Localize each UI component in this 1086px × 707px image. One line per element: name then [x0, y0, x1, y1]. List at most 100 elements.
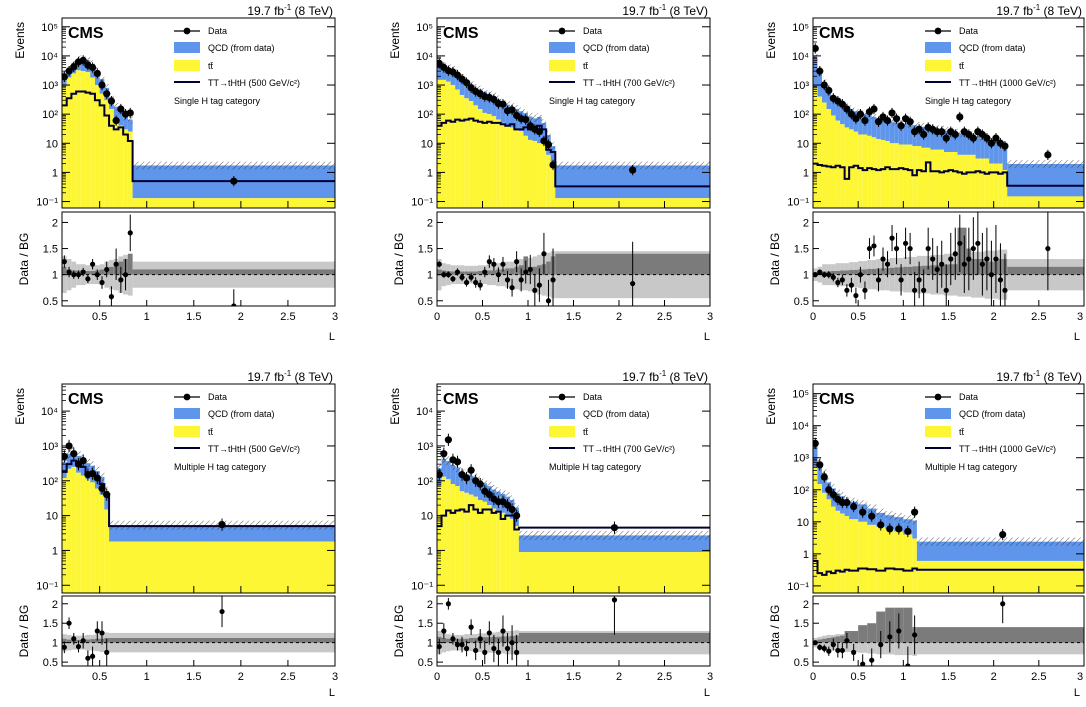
main-ytick-label: 10⁵: [416, 22, 433, 34]
legend: Data QCD (from data) tt̄ TT→tHtH (1000 GeV/…: [925, 26, 1056, 106]
data-point: [437, 471, 443, 479]
uncertainty-hatch: [482, 478, 488, 488]
legend-qcd-label: QCD (from data): [959, 43, 1026, 53]
legend-ttbar-swatch: [925, 60, 951, 71]
uncertainty-hatch: [853, 107, 859, 116]
data-point: [850, 502, 858, 511]
ratio-point: [482, 269, 488, 275]
ratio-band-dark: [90, 639, 95, 643]
legend-signal-close: ): [297, 444, 300, 454]
ratio-ytick-label: 0.5: [418, 296, 433, 308]
ttbar-bar: [953, 152, 958, 208]
main-ytick-label: 10⁵: [792, 22, 809, 34]
ttbar-bar: [1002, 170, 1008, 208]
ratio-band-dark: [109, 638, 335, 643]
legend-signal-close: ): [672, 78, 675, 88]
legend-qcd-swatch: [549, 42, 575, 53]
ratio-band-dark: [862, 269, 868, 275]
ratio-point: [80, 269, 86, 275]
ttbar-bar: [934, 149, 940, 208]
xtick-label: 1: [525, 671, 531, 683]
main-ytick-label: 10: [46, 511, 58, 523]
ratio-band-dark: [849, 631, 859, 643]
legend-qcd-label: QCD (from data): [583, 43, 650, 53]
ratio-ytick-label: 2: [803, 217, 809, 229]
ratio-point: [817, 269, 823, 275]
uncertainty-hatch: [99, 472, 105, 482]
ratio-point: [459, 274, 465, 280]
lumi-label: 19.7 fb-1 (8 TeV): [996, 3, 1082, 18]
ttbar-bar: [817, 96, 823, 208]
data-point: [816, 67, 824, 75]
uncertainty-hatch: [858, 500, 868, 509]
ttbar-bar: [446, 479, 451, 593]
uncertainty-hatch: [514, 105, 519, 113]
xtick-label: 1.5: [566, 671, 581, 683]
qcd-bar: [934, 128, 940, 150]
data-point: [79, 456, 87, 465]
qcd-bar: [450, 69, 456, 86]
qcd-bar: [907, 124, 913, 145]
ratio-point: [907, 245, 913, 252]
uncertainty-hatch: [437, 463, 442, 473]
data-point: [942, 134, 950, 142]
ratio-point: [62, 259, 67, 265]
data-point: [230, 177, 238, 185]
data-point: [983, 134, 991, 142]
ratio-point: [532, 287, 538, 293]
ttbar-bar: [482, 112, 488, 208]
ttbar-bar: [450, 85, 456, 208]
signal-line: [437, 504, 710, 531]
uncertainty-hatch: [523, 109, 528, 117]
ttbar-bar: [518, 131, 524, 208]
main-ytick-label: 10²: [417, 476, 433, 488]
ratio-band-dark: [441, 638, 447, 643]
legend-signal-mass: 1000 GeV/c²: [1003, 78, 1054, 88]
category-label: Single H tag category: [925, 96, 1012, 106]
qcd-bar: [127, 119, 133, 132]
ttbar-bar: [71, 73, 77, 208]
uncertainty-hatch: [532, 114, 538, 123]
ratio-point: [75, 643, 82, 650]
ratio-point: [104, 266, 110, 273]
qcd-bar: [541, 122, 547, 144]
data-point: [103, 491, 111, 499]
ttbar-bar: [473, 496, 478, 593]
ratio-band-dark: [491, 270, 497, 275]
legend-qcd-swatch: [549, 408, 575, 419]
ratio-ytick-label: 1: [427, 638, 433, 650]
legend-signal-close: ): [1053, 78, 1056, 88]
ttbar-bar: [505, 125, 510, 208]
ratio-ytick-label: 1.5: [418, 618, 433, 630]
ratio-band-dark: [477, 271, 483, 275]
ratio-ytick-label: 1.5: [794, 618, 809, 630]
ttbar-bar: [853, 131, 859, 208]
uncertainty-hatch: [867, 504, 877, 513]
ttbar-bar: [925, 147, 931, 208]
ratio-band-dark: [99, 269, 105, 275]
legend-qcd-label: QCD (from data): [208, 43, 275, 53]
uncertainty-hatch: [885, 511, 895, 520]
ratio-band-light: [880, 259, 886, 291]
signal-line: [813, 161, 1084, 187]
uncertainty-hatch: [104, 84, 110, 92]
ttbar-bar: [916, 146, 922, 208]
xtick-label: 0.5: [851, 671, 866, 683]
xtick-label: 0.5: [475, 311, 490, 323]
ratio-point: [495, 649, 502, 655]
ratio-point: [912, 287, 918, 293]
ttbar-bar: [871, 137, 877, 208]
ttbar-bar: [518, 552, 710, 593]
uncertainty-hatch: [840, 492, 845, 501]
data-point: [88, 63, 97, 72]
ratio-band-dark: [835, 271, 841, 275]
ttbar-bar: [831, 506, 836, 593]
data-point: [906, 118, 914, 126]
ttbar-bar: [99, 93, 105, 208]
data-point: [98, 81, 106, 89]
ttbar-bar: [957, 154, 963, 208]
qcd-bar: [880, 119, 886, 140]
ratio-ytick-label: 0.5: [794, 296, 809, 308]
main-ytick-label: 1: [52, 167, 58, 179]
